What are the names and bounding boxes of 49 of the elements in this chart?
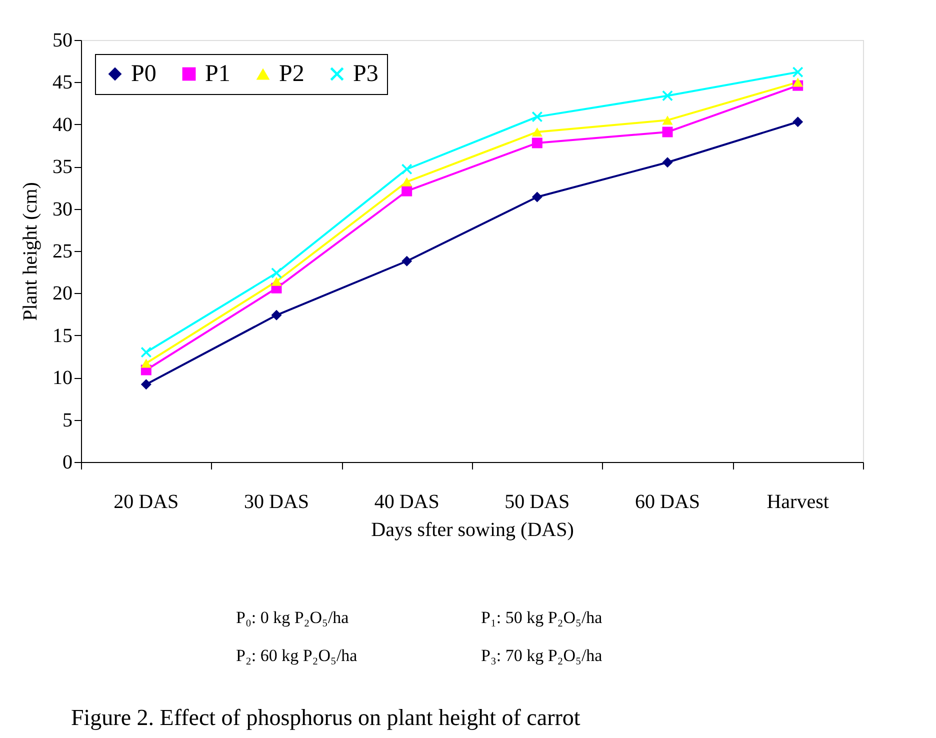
- point: [662, 157, 673, 168]
- point: [402, 256, 412, 266]
- x-tick-label: 50 DAS: [504, 491, 570, 513]
- legend-label: P3: [353, 61, 378, 87]
- legend-label: P1: [205, 61, 230, 87]
- legend-label: P2: [279, 61, 304, 87]
- point: [402, 186, 412, 196]
- text: P₀: 0 kg P₂O₅/ha: [236, 608, 350, 627]
- y-tick-label: 25: [52, 240, 72, 262]
- y-axis-title: Plant height (cm): [20, 182, 42, 321]
- x-tick-label: 40 DAS: [374, 491, 440, 513]
- x-tick-label: Harvest: [766, 491, 830, 513]
- point: [532, 138, 542, 148]
- x-tick-label: 30 DAS: [244, 491, 310, 513]
- y-tick-label: 10: [52, 367, 72, 390]
- x-tick-label: 60 DAS: [634, 491, 700, 513]
- y-tick-label: 15: [52, 324, 72, 347]
- point: [402, 164, 412, 174]
- point: [662, 90, 673, 101]
- y-tick-label: 40: [52, 114, 72, 136]
- point: [271, 276, 282, 286]
- point: [140, 347, 152, 358]
- caption: Figure 2. Effect of phosphorus on plant height of carrot: [71, 705, 581, 730]
- point: [271, 310, 282, 320]
- point: [271, 268, 282, 278]
- point: [792, 78, 804, 87]
- text: P₃: 70 kg P₂O₅/ha: [481, 646, 603, 665]
- point: [662, 116, 673, 125]
- point: [402, 177, 412, 186]
- point: [662, 126, 673, 138]
- point: [140, 358, 152, 368]
- point: [792, 116, 804, 128]
- y-tick-label: 50: [52, 30, 72, 52]
- text: P₂: 60 kg P₂O₅/ha: [236, 646, 358, 665]
- point: [140, 379, 152, 390]
- y-tick-label: 45: [52, 72, 72, 94]
- legend-label: P0: [131, 61, 156, 87]
- y-tick-label: 5: [62, 409, 72, 432]
- point: [532, 112, 542, 122]
- point: [532, 127, 542, 137]
- y-tick-label: 0: [62, 452, 72, 474]
- y-tick-label: 20: [52, 282, 72, 305]
- y-tick-label: 30: [52, 198, 72, 220]
- x-tick-label: 20 DAS: [114, 491, 179, 513]
- y-tick-label: 35: [52, 156, 72, 178]
- point: [532, 192, 542, 202]
- point: [792, 66, 804, 78]
- x-axis-title: Days sfter sowing (DAS): [371, 519, 574, 541]
- text: P₁: 50 kg P₂O₅/ha: [481, 608, 603, 627]
